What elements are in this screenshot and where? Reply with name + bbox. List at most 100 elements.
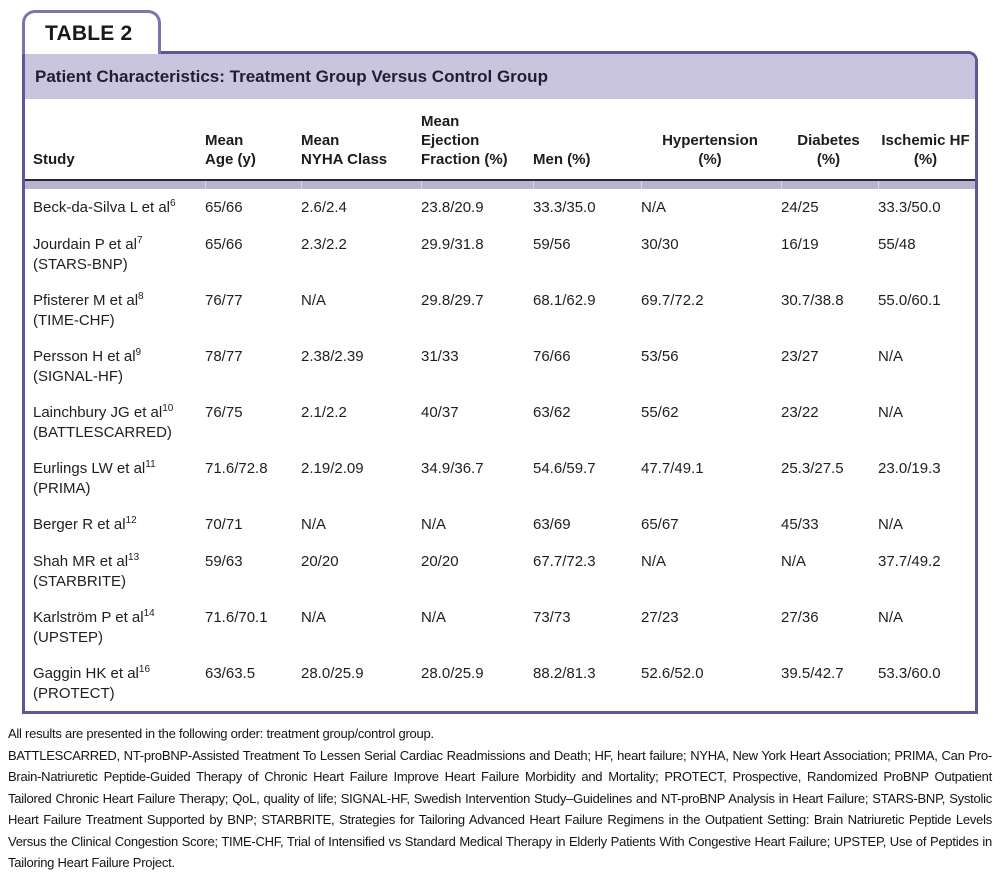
table-row: Karlström P et al14 (UPSTEP) 71.6/70.1 N/A N… bbox=[25, 599, 975, 655]
column-header: Study bbox=[33, 151, 75, 168]
value-cell: 23.0/19.3 bbox=[878, 460, 941, 477]
value-cell: 71.6/70.1 bbox=[205, 609, 268, 626]
study-cell: Jourdain P et al7 (STARS-BNP) bbox=[33, 235, 143, 274]
table-panel: Patient Characteristics: Treatment Group… bbox=[22, 51, 978, 714]
value-cell: 47.7/49.1 bbox=[641, 460, 704, 477]
value-cell: 31/33 bbox=[421, 348, 459, 365]
table-row: Gaggin HK et al16 (PROTECT) 63/63.5 28.0/25… bbox=[25, 655, 975, 711]
table-row: Beck-da-Silva L et al6 65/66 2.6/2.4 23.8/2… bbox=[25, 189, 975, 226]
value-cell: 20/20 bbox=[421, 553, 459, 570]
study-cell: Eurlings LW et al11 (PRIMA) bbox=[33, 459, 156, 498]
value-cell: 78/77 bbox=[205, 348, 243, 365]
value-cell: 59/56 bbox=[533, 236, 571, 253]
column-header: Diabetes (%) bbox=[797, 132, 860, 168]
value-cell: 59/63 bbox=[205, 553, 243, 570]
value-cell: 63/63.5 bbox=[205, 665, 256, 682]
study-cell: Shah MR et al13 (STARBRITE) bbox=[33, 552, 140, 591]
value-cell: 27/23 bbox=[641, 609, 679, 626]
value-cell: 28.0/25.9 bbox=[301, 665, 364, 682]
value-cell: 55/62 bbox=[641, 404, 679, 421]
value-cell: 2.1/2.2 bbox=[301, 404, 347, 421]
value-cell: 69.7/72.2 bbox=[641, 292, 704, 309]
value-cell: 65/67 bbox=[641, 516, 679, 533]
value-cell: 28.0/25.9 bbox=[421, 665, 484, 682]
value-cell: 27/36 bbox=[781, 609, 819, 626]
value-cell: 70/71 bbox=[205, 516, 243, 533]
value-cell: 63/69 bbox=[533, 516, 571, 533]
table-row: Pfisterer M et al8 (TIME-CHF) 76/77 N/A 29.8… bbox=[25, 282, 975, 338]
value-cell: 53/56 bbox=[641, 348, 679, 365]
value-cell: 54.6/59.7 bbox=[533, 460, 596, 477]
value-cell: N/A bbox=[878, 348, 904, 365]
value-cell: N/A bbox=[878, 516, 904, 533]
patient-characteristics-table: Study Mean Age (y) Mean NYHA Class Mean Ejecti… bbox=[25, 99, 975, 711]
value-cell: 33.3/35.0 bbox=[533, 199, 596, 216]
value-cell: 76/75 bbox=[205, 404, 243, 421]
table-tab-label: TABLE 2 bbox=[45, 22, 133, 45]
column-header: Mean Age (y) bbox=[205, 132, 256, 168]
value-cell: N/A bbox=[421, 516, 447, 533]
column-header: Mean NYHA Class bbox=[301, 132, 388, 168]
table-figure: TABLE 2 Patient Characteristics: Treatme… bbox=[22, 10, 978, 714]
value-cell: 71.6/72.8 bbox=[205, 460, 268, 477]
value-cell: 29.8/29.7 bbox=[421, 292, 484, 309]
column-header: Men (%) bbox=[533, 151, 591, 168]
value-cell: 23.8/20.9 bbox=[421, 199, 484, 216]
value-cell: 65/66 bbox=[205, 199, 243, 216]
table-row: Eurlings LW et al11 (PRIMA) 71.6/72.8 2.19/… bbox=[25, 450, 975, 506]
value-cell: N/A bbox=[641, 553, 667, 570]
footnotes: All results are presented in the followi… bbox=[8, 723, 992, 874]
value-cell: 55.0/60.1 bbox=[878, 292, 941, 309]
value-cell: 40/37 bbox=[421, 404, 459, 421]
value-cell: 55/48 bbox=[878, 236, 916, 253]
value-cell: 24/25 bbox=[781, 199, 819, 216]
value-cell: N/A bbox=[641, 199, 667, 216]
value-cell: N/A bbox=[301, 609, 327, 626]
value-cell: 68.1/62.9 bbox=[533, 292, 596, 309]
value-cell: 2.6/2.4 bbox=[301, 199, 347, 216]
value-cell: N/A bbox=[878, 609, 904, 626]
study-cell: Beck-da-Silva L et al6 bbox=[33, 198, 176, 217]
value-cell: 76/77 bbox=[205, 292, 243, 309]
study-cell: Pfisterer M et al8 (TIME-CHF) bbox=[33, 291, 144, 330]
table-header-row: Study Mean Age (y) Mean NYHA Class Mean Ejecti… bbox=[25, 99, 975, 180]
study-cell: Lainchbury JG et al10 (BATTLESCARRED) bbox=[33, 403, 174, 442]
value-cell: N/A bbox=[301, 292, 327, 309]
value-cell: 30/30 bbox=[641, 236, 679, 253]
value-cell: 37.7/49.2 bbox=[878, 553, 941, 570]
value-cell: 39.5/42.7 bbox=[781, 665, 844, 682]
value-cell: 67.7/72.3 bbox=[533, 553, 596, 570]
column-header: Hypertension (%) bbox=[662, 132, 758, 168]
value-cell: 63/62 bbox=[533, 404, 571, 421]
study-cell: Persson H et al9 (SIGNAL-HF) bbox=[33, 347, 142, 386]
value-cell: 2.38/2.39 bbox=[301, 348, 364, 365]
value-cell: 65/66 bbox=[205, 236, 243, 253]
value-cell: N/A bbox=[781, 553, 807, 570]
value-cell: 53.3/60.0 bbox=[878, 665, 941, 682]
study-cell: Karlström P et al14 (UPSTEP) bbox=[33, 608, 155, 647]
value-cell: 23/27 bbox=[781, 348, 819, 365]
table-row: Shah MR et al13 (STARBRITE) 59/63 20/20 20/2… bbox=[25, 543, 975, 599]
column-header: Ischemic HF (%) bbox=[881, 132, 970, 168]
table-row: Lainchbury JG et al10 (BATTLESCARRED) 76/7… bbox=[25, 394, 975, 450]
table-row: Jourdain P et al7 (STARS-BNP) 65/66 2.3/2.2… bbox=[25, 226, 975, 282]
value-cell: 25.3/27.5 bbox=[781, 460, 844, 477]
value-cell: 2.19/2.09 bbox=[301, 460, 364, 477]
value-cell: N/A bbox=[878, 404, 904, 421]
value-cell: 76/66 bbox=[533, 348, 571, 365]
value-cell: 52.6/52.0 bbox=[641, 665, 704, 682]
table-title: Patient Characteristics: Treatment Group… bbox=[35, 66, 548, 86]
value-cell: 29.9/31.8 bbox=[421, 236, 484, 253]
value-cell: 88.2/81.3 bbox=[533, 665, 596, 682]
value-cell: 34.9/36.7 bbox=[421, 460, 484, 477]
value-cell: 2.3/2.2 bbox=[301, 236, 347, 253]
value-cell: N/A bbox=[301, 516, 327, 533]
study-cell: Berger R et al12 bbox=[33, 515, 137, 534]
table-row: Berger R et al12 70/71 N/A N/A 63/69 65/67 45/… bbox=[25, 506, 975, 543]
value-cell: 23/22 bbox=[781, 404, 819, 421]
column-header: Mean Ejection Fraction (%) bbox=[421, 113, 508, 168]
value-cell: N/A bbox=[421, 609, 447, 626]
value-cell: 20/20 bbox=[301, 553, 339, 570]
table-row: Persson H et al9 (SIGNAL-HF) 78/77 2.38/2.3… bbox=[25, 338, 975, 394]
table-title-band: Patient Characteristics: Treatment Group… bbox=[25, 54, 975, 99]
